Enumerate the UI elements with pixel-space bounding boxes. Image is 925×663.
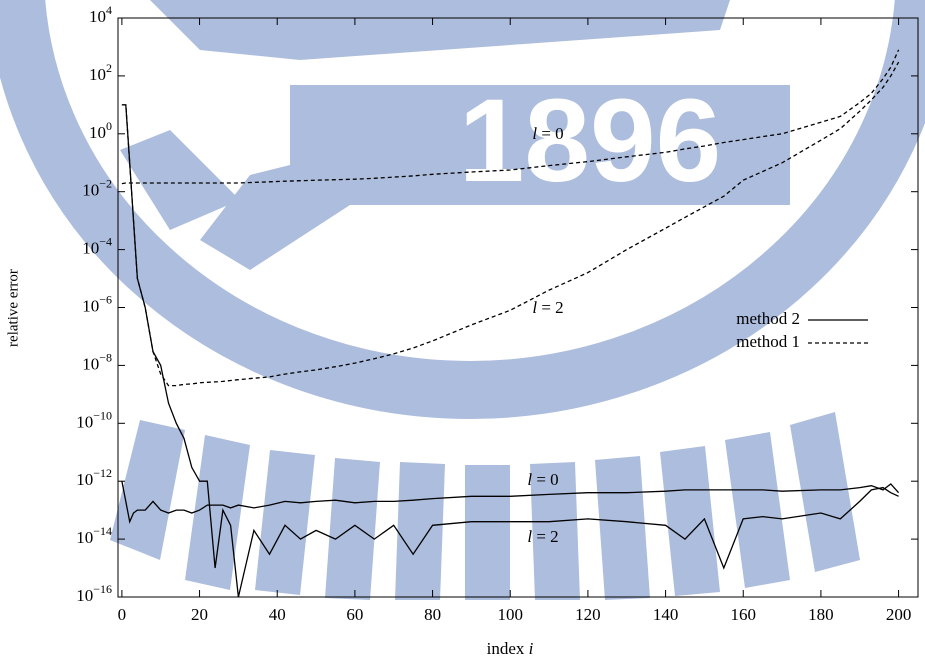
y-tick-label: 10−10 <box>76 408 112 431</box>
x-tick-label: 100 <box>497 605 523 624</box>
x-tick-label: 60 <box>346 605 363 624</box>
x-tick-label: 160 <box>730 605 756 624</box>
x-tick-label: 20 <box>191 605 208 624</box>
legend-label: method 1 <box>736 332 800 351</box>
x-tick-label: 40 <box>269 605 286 624</box>
annotation: l = 2 <box>532 298 563 317</box>
y-tick-label: 100 <box>89 119 112 142</box>
x-tick-label: 200 <box>886 605 912 624</box>
x-tick-label: 180 <box>808 605 834 624</box>
y-tick-label: 10−16 <box>76 582 112 605</box>
chart: 1896 relative error index i 0 20 40 60 80 100… <box>0 0 925 663</box>
y-axis-label: relative error <box>5 269 21 347</box>
annotation: l = 0 <box>527 470 558 489</box>
x-axis-label: index i <box>487 639 534 658</box>
watermark: 1896 <box>15 0 925 600</box>
y-tick-label: 102 <box>89 61 112 84</box>
watermark-text: 1896 <box>459 75 722 207</box>
y-tick-label: 10−12 <box>76 466 112 489</box>
legend-label: method 2 <box>736 309 800 328</box>
watermark-bars <box>110 412 860 600</box>
x-tick-label: 120 <box>575 605 601 624</box>
annotation: l = 0 <box>532 124 563 143</box>
x-tick-label: 140 <box>653 605 679 624</box>
x-tick-label: 0 <box>118 605 127 624</box>
y-tick-label: 10−8 <box>82 350 112 373</box>
x-tick-label: 80 <box>424 605 441 624</box>
annotation: l = 2 <box>527 527 558 546</box>
y-tick-label: 10−14 <box>76 524 112 547</box>
y-tick-label: 10−6 <box>82 292 112 315</box>
y-tick-label: 104 <box>89 3 112 26</box>
watermark-top <box>150 0 730 60</box>
